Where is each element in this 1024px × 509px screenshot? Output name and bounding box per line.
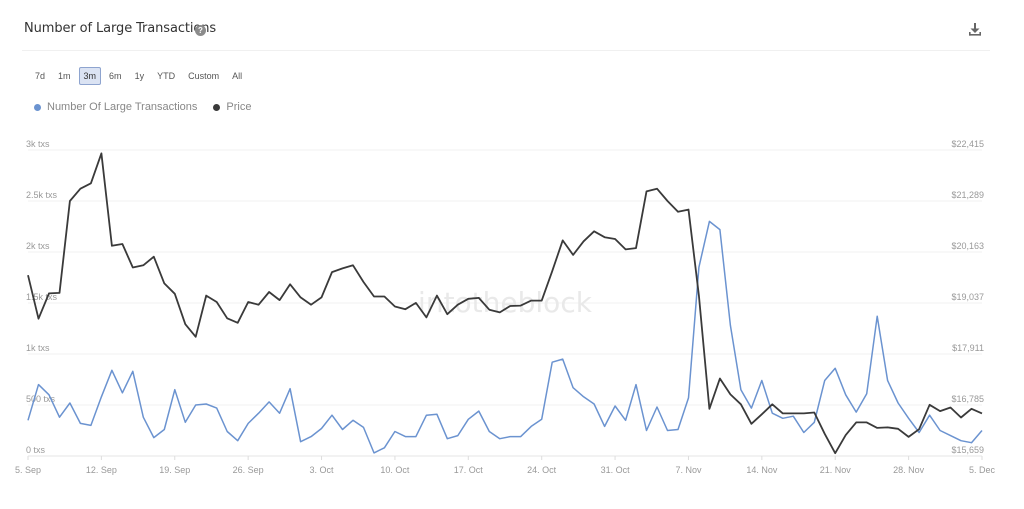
x-tick-label: 28. Nov (893, 465, 925, 475)
legend-dot-transactions (34, 103, 41, 111)
range-all-button[interactable]: All (227, 67, 248, 85)
x-tick-label: 24. Oct (527, 465, 557, 475)
y-left-tick-label: 2k txs (26, 241, 50, 251)
range-7d-button[interactable]: 7d (30, 67, 51, 85)
series-lines (27, 152, 983, 455)
y-right-tick-label: $22,415 (951, 139, 984, 149)
x-tick-label: 10. Oct (380, 465, 410, 475)
legend-item-price[interactable]: Price (213, 101, 251, 113)
range-selector: 7d 1m 3m 6m 1y YTD Custom All (30, 67, 248, 85)
range-6m-button[interactable]: 6m (104, 67, 127, 85)
download-icon[interactable] (968, 22, 982, 38)
x-tick-label: 5. Sep (15, 465, 41, 475)
y-axis-right: $15,659 $16,785 $17,911 $19,037 $20,163 $21,2… (951, 139, 984, 455)
y-left-tick-label: 2.5k txs (26, 190, 58, 200)
chart-legend: Number Of Large Transactions Price (34, 101, 251, 113)
x-tick-label: 7. Nov (675, 465, 702, 475)
legend-dot-price (213, 103, 221, 111)
series-line-transactions (27, 220, 983, 454)
range-1m-button[interactable]: 1m (53, 67, 76, 85)
x-tick-label: 14. Nov (746, 465, 778, 475)
watermark: intotheblock (418, 286, 593, 319)
y-left-tick-label: 1.5k txs (26, 292, 58, 302)
x-tick-label: 5. Dec (969, 465, 996, 475)
legend-label-price: Price (226, 101, 252, 113)
y-left-tick-label: 0 txs (26, 445, 46, 455)
y-right-tick-label: $15,659 (951, 445, 984, 455)
legend-label-transactions: Number Of Large Transactions (47, 101, 198, 113)
x-tick-label: 26. Sep (233, 465, 264, 475)
y-right-tick-label: $20,163 (951, 241, 984, 251)
range-custom-button[interactable]: Custom (183, 67, 225, 85)
y-right-tick-label: $21,289 (951, 190, 984, 200)
y-right-tick-label: $17,911 (952, 343, 984, 353)
x-tick-label: 19. Sep (159, 465, 190, 475)
range-1y-button[interactable]: 1y (129, 67, 150, 85)
y-axis-left: 0 txs 500 txs 1k txs 1.5k txs 2k txs 2.5k txs… (26, 139, 58, 455)
y-right-tick-label: $19,037 (951, 292, 984, 302)
chart-title: Number of Large Transactions (24, 21, 217, 36)
legend-item-transactions[interactable]: Number Of Large Transactions (34, 101, 197, 113)
y-left-tick-label: 1k txs (26, 343, 50, 353)
x-tick-label: 3. Oct (310, 465, 335, 475)
y-left-tick-label: 500 txs (26, 394, 56, 404)
y-left-tick-label: 3k txs (26, 139, 50, 149)
help-icon[interactable]: ? (195, 25, 206, 36)
header-divider (22, 50, 990, 51)
range-3m-button[interactable]: 3m (78, 67, 102, 85)
x-tick-label: 17. Oct (454, 465, 484, 475)
chart-header: Number of Large Transactions ? (24, 18, 994, 44)
range-ytd-button[interactable]: YTD (152, 67, 181, 85)
series-line-price (27, 152, 983, 455)
x-tick-label: 12. Sep (86, 465, 117, 475)
x-tick-label: 21. Nov (820, 465, 852, 475)
x-axis: 5. Sep 12. Sep 19. Sep 26. Sep 3. Oct 10. Oct… (15, 456, 996, 475)
y-right-tick-label: $16,785 (951, 394, 984, 404)
grid-lines (28, 149, 982, 457)
x-tick-label: 31. Oct (601, 465, 631, 475)
